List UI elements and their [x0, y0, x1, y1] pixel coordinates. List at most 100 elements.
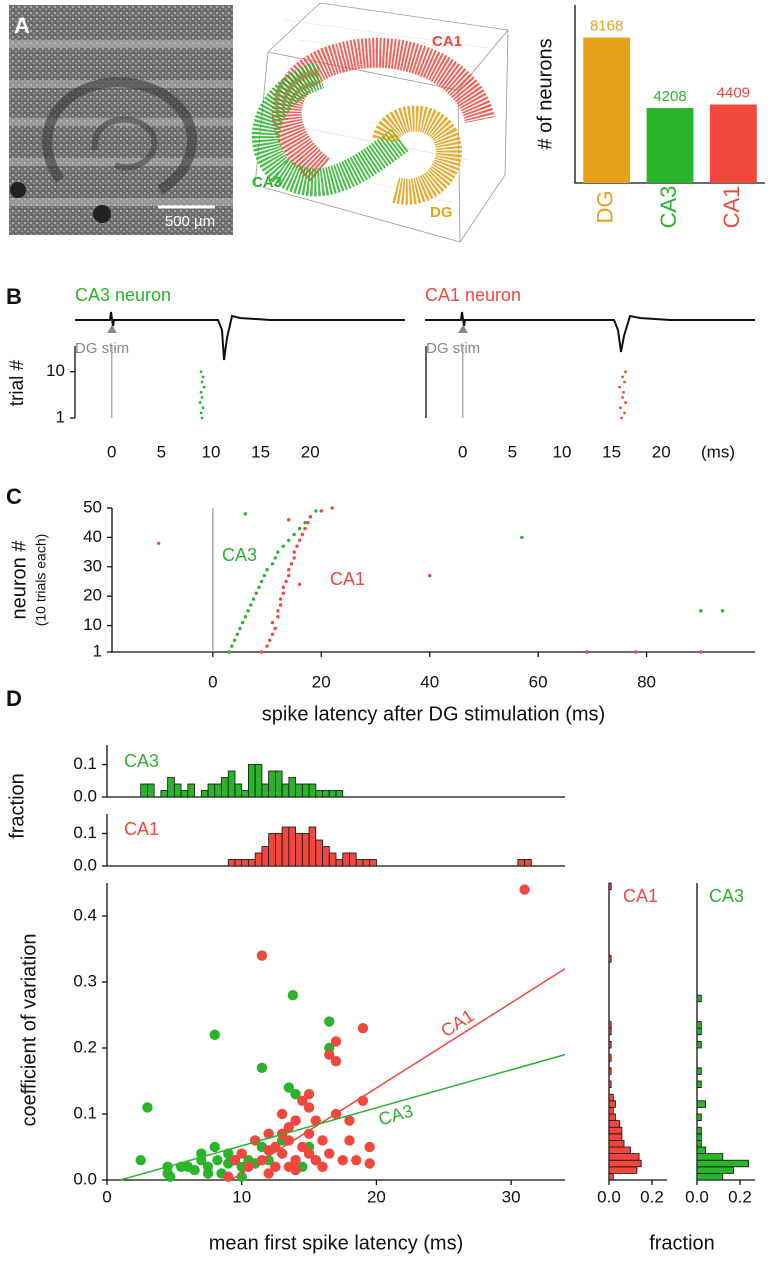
hist-bar: [254, 764, 263, 798]
point: [310, 1155, 321, 1166]
hist-bar: [200, 790, 209, 798]
point: [303, 1089, 315, 1100]
point: [699, 650, 703, 654]
hist-bar: [187, 783, 195, 798]
point: [284, 579, 288, 584]
point: [223, 1171, 234, 1182]
point: [283, 1122, 295, 1133]
stim-marker: [107, 325, 117, 333]
point: [281, 585, 286, 590]
point: [351, 1155, 362, 1166]
y-tick-label: 0.0: [73, 786, 97, 805]
hist-bar: [608, 1080, 612, 1088]
point: [297, 582, 302, 587]
fit-line: [120, 1053, 566, 1181]
bar: [709, 104, 757, 183]
bar: [583, 37, 631, 183]
point: [156, 541, 161, 545]
x-tick-label: 20: [312, 672, 331, 691]
point: [290, 1155, 301, 1166]
hist-label: CA1: [623, 886, 658, 906]
hist-bar: [608, 1146, 631, 1154]
point: [585, 650, 589, 654]
hist-bar: [180, 790, 189, 798]
hist-bar: [295, 783, 303, 798]
point: [209, 1029, 220, 1041]
point: [278, 603, 283, 607]
region-label: DG: [430, 204, 453, 221]
point: [227, 650, 231, 654]
hist-bar: [342, 852, 350, 867]
point: [344, 1135, 355, 1146]
point: [142, 1102, 153, 1113]
category-label: CA3: [656, 186, 681, 229]
y-tick-label: 0.1: [73, 1103, 97, 1122]
x-axis-label: spike latency after DG stimulation (ms): [262, 703, 605, 725]
point: [273, 556, 277, 560]
x-tick-label: 15: [602, 442, 621, 461]
point: [317, 1135, 328, 1146]
x-tick-label: 40: [420, 672, 439, 691]
hist-bar: [696, 1126, 702, 1135]
x-tick-label: 20: [652, 442, 671, 461]
x-tick-label: 0.2: [640, 1187, 664, 1206]
x-tick-label: 60: [529, 672, 548, 691]
hist-bar: [608, 1126, 623, 1135]
point: [720, 609, 725, 613]
point: [262, 573, 267, 578]
hist-bar: [696, 1173, 724, 1181]
spike: [623, 380, 626, 384]
hist-label: CA3: [124, 751, 159, 771]
point: [319, 509, 323, 513]
point: [270, 620, 275, 625]
hist-bar: [268, 833, 276, 867]
point: [230, 644, 234, 648]
hist-bar: [268, 770, 276, 798]
point: [634, 650, 638, 654]
x-tick-label: 5: [508, 442, 517, 461]
axis: [574, 5, 765, 184]
y-tick-label: 0.2: [73, 1037, 97, 1056]
hist-bar: [696, 994, 702, 1003]
hist-bar: [696, 1140, 702, 1148]
spike: [199, 370, 203, 374]
hist-bar: [281, 826, 290, 867]
y-tick-label: 0.1: [73, 823, 97, 842]
hist-bar: [608, 882, 612, 890]
y-tick-label: 0.1: [73, 754, 97, 773]
hist-bar: [140, 783, 148, 798]
hist-bar: [254, 852, 263, 867]
spike: [200, 396, 204, 399]
spike: [200, 380, 204, 384]
point: [232, 638, 237, 642]
spike: [624, 401, 627, 404]
point: [330, 1056, 342, 1067]
panel-label: A: [14, 13, 30, 38]
fit-line: [230, 968, 566, 1181]
voltage-trace: [425, 311, 755, 353]
point: [330, 1036, 342, 1047]
point: [297, 1141, 308, 1153]
hist-bar: [335, 859, 344, 867]
y-tick-label: 20: [83, 586, 102, 605]
point: [314, 509, 318, 513]
point: [283, 1135, 295, 1146]
point: [699, 609, 703, 613]
spike: [618, 385, 621, 389]
hist-label: CA1: [124, 819, 159, 839]
spike: [621, 375, 624, 379]
hist-bar: [608, 1113, 616, 1121]
scatter-3d: [251, 2, 509, 243]
hist-bar: [301, 783, 310, 798]
hist-bar: [261, 783, 270, 798]
spike: [201, 406, 205, 410]
point: [202, 1168, 214, 1179]
hist-bar: [696, 1021, 702, 1029]
x-tick-label: 10: [232, 1187, 251, 1206]
hist-bar: [147, 783, 155, 798]
panel-label: C: [6, 484, 22, 509]
panel-label: B: [6, 284, 22, 309]
hist-bar: [160, 790, 169, 798]
hist-bar: [173, 783, 182, 798]
point: [300, 532, 304, 537]
